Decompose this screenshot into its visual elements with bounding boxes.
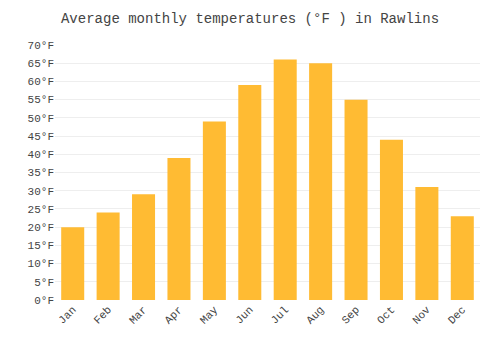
svg-text:40°F: 40°F — [28, 149, 54, 161]
svg-text:55°F: 55°F — [28, 94, 54, 106]
svg-text:Feb: Feb — [92, 304, 114, 326]
svg-text:Oct: Oct — [375, 304, 397, 326]
svg-text:25°F: 25°F — [28, 204, 54, 216]
svg-text:15°F: 15°F — [28, 240, 54, 252]
svg-text:10°F: 10°F — [28, 258, 54, 270]
svg-text:65°F: 65°F — [28, 58, 54, 70]
svg-text:Jan: Jan — [56, 304, 78, 326]
svg-text:45°F: 45°F — [28, 131, 54, 143]
svg-text:Nov: Nov — [410, 304, 433, 327]
svg-text:Dec: Dec — [446, 304, 468, 326]
svg-text:20°F: 20°F — [28, 222, 54, 234]
svg-text:35°F: 35°F — [28, 167, 54, 179]
svg-text:Average monthly temperatures (: Average monthly temperatures (°F ) in Ra… — [61, 11, 439, 27]
svg-text:0°F: 0°F — [34, 295, 54, 307]
svg-text:5°F: 5°F — [34, 277, 54, 289]
svg-text:Apr: Apr — [162, 304, 184, 326]
svg-text:May: May — [198, 304, 221, 327]
svg-text:Sep: Sep — [340, 304, 362, 326]
svg-text:50°F: 50°F — [28, 113, 54, 125]
svg-text:30°F: 30°F — [28, 186, 54, 198]
svg-text:Jul: Jul — [269, 304, 291, 326]
svg-text:60°F: 60°F — [28, 76, 54, 88]
svg-text:Aug: Aug — [304, 304, 326, 326]
svg-text:Mar: Mar — [127, 304, 149, 326]
svg-text:Jun: Jun — [233, 304, 255, 326]
svg-text:70°F: 70°F — [28, 40, 54, 52]
